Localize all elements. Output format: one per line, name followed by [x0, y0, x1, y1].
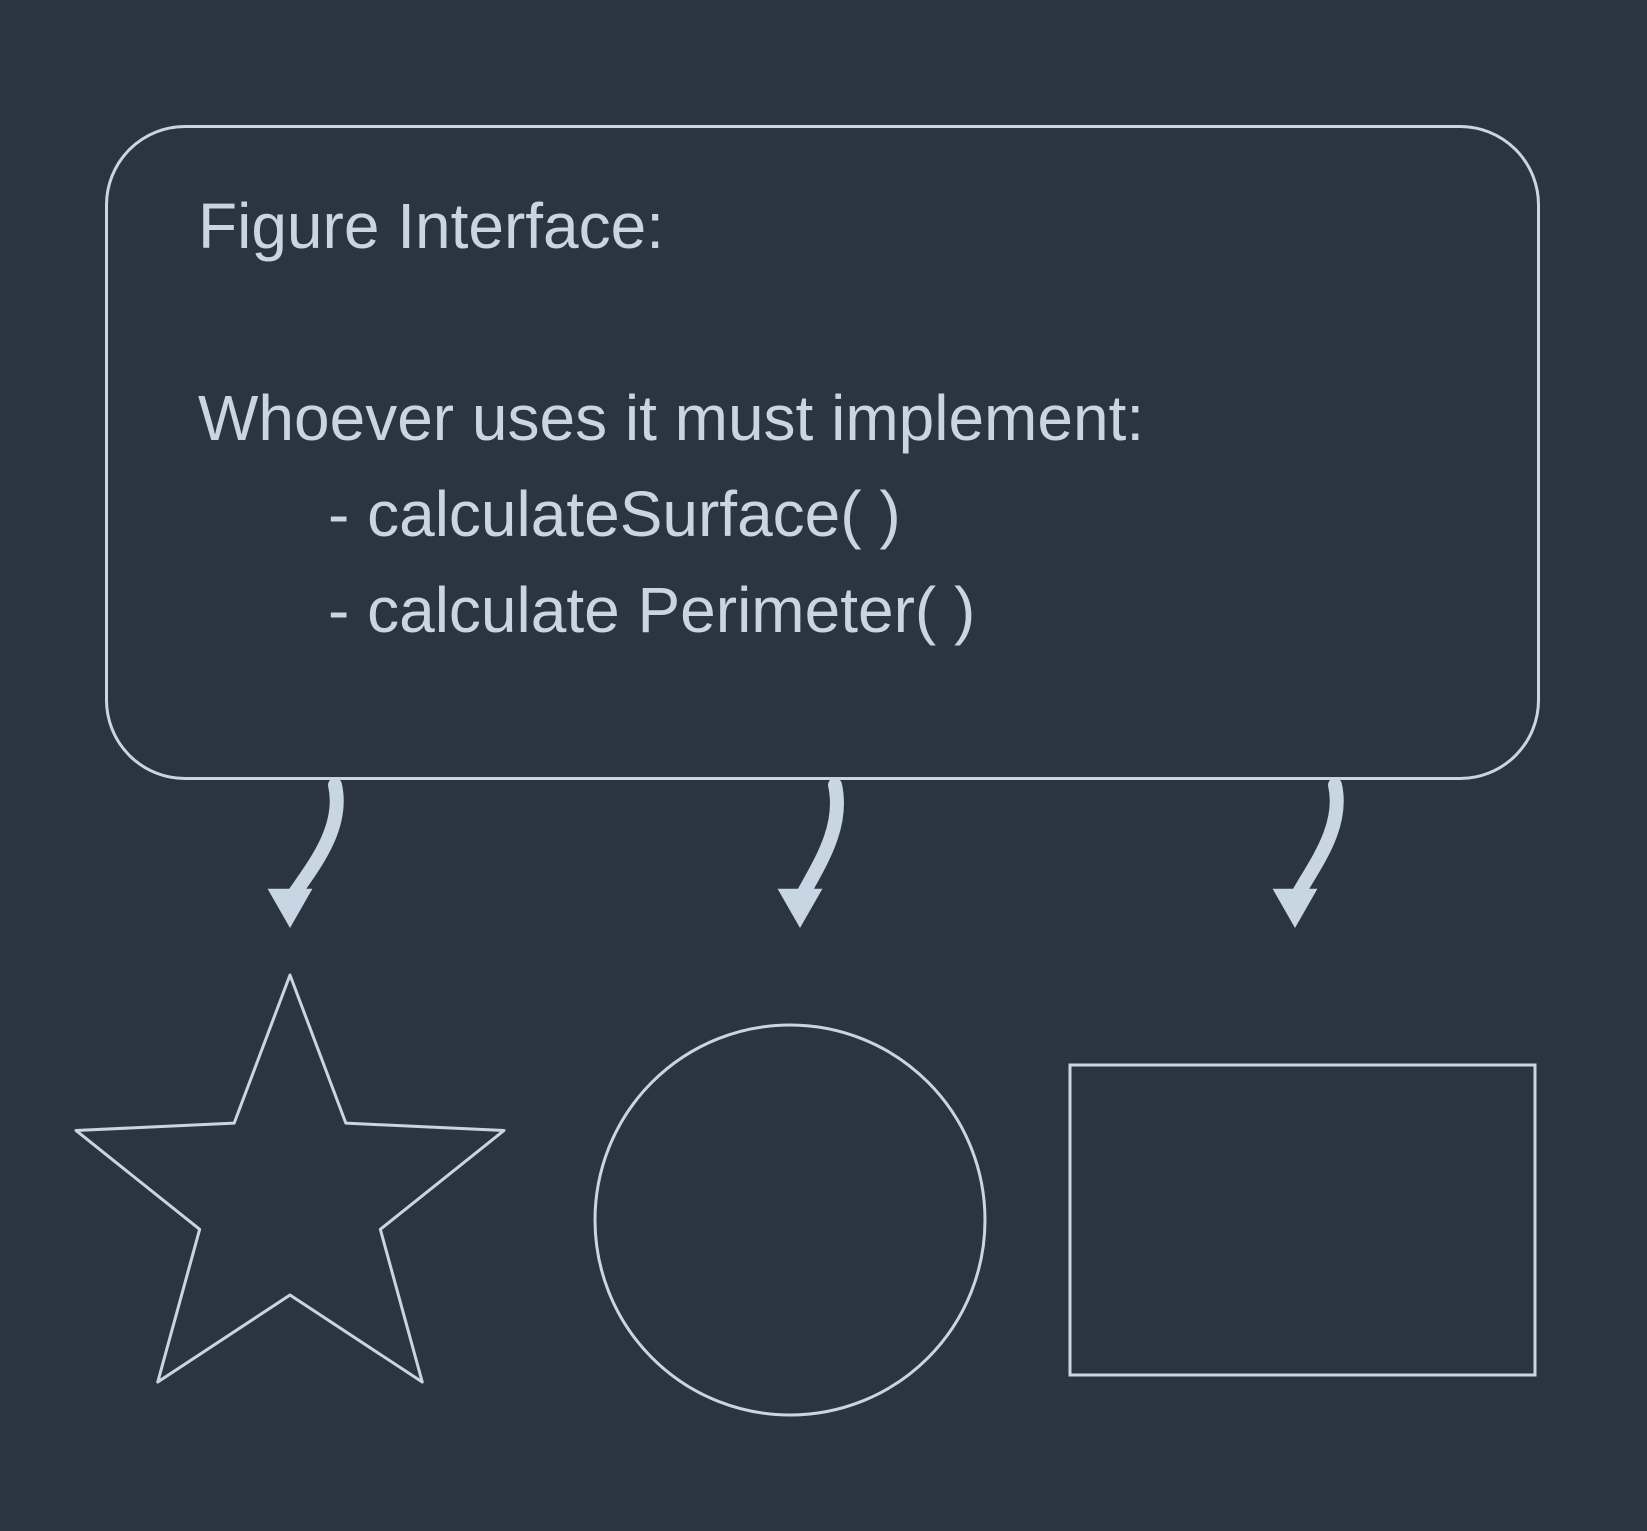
arrow-right — [1295, 785, 1337, 900]
circle-shape — [595, 1025, 985, 1415]
arrows-group — [268, 785, 1337, 928]
diagram-svg — [0, 0, 1647, 1531]
arrow-middle-head — [778, 889, 823, 928]
arrow-left-head — [268, 889, 313, 928]
arrow-right-head — [1273, 889, 1318, 928]
star-shape — [76, 975, 504, 1382]
arrow-middle — [800, 785, 837, 900]
rectangle-shape — [1070, 1065, 1535, 1375]
arrow-left — [290, 785, 337, 900]
shapes-group — [76, 975, 1535, 1415]
